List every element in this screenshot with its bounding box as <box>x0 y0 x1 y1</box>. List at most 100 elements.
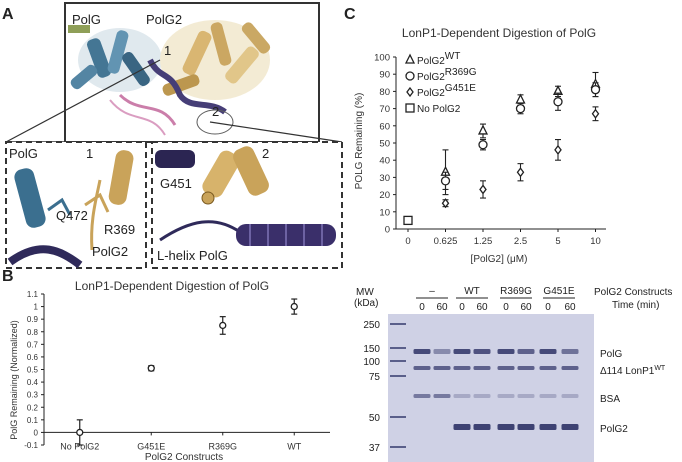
gel-time-labels: 0 60 0 60 0 60 0 60 <box>419 302 576 313</box>
chart-c-point-diamond <box>479 184 487 195</box>
gel-band-polg2 <box>539 424 557 430</box>
gel-band-polg <box>517 349 535 354</box>
legend-label: PolG2WT <box>417 51 460 67</box>
gel-ladder-band <box>390 446 406 448</box>
chart-b-ytick-label: 0 <box>34 428 39 437</box>
chart-b-ytick-label: 0.9 <box>27 315 39 324</box>
gel-band-lonp1 <box>433 366 451 370</box>
chart-c-point-diamond <box>441 198 450 209</box>
chart-c-ytick-label: 100 <box>374 53 390 64</box>
chart-c-ytick-label: 90 <box>379 70 390 81</box>
chart-c-point-circle <box>515 103 526 114</box>
band-label-bsa: BSA <box>600 394 620 405</box>
chart-c-point-square <box>403 215 413 226</box>
chart-b-ylabel: PolG Remaining (Normalized) <box>9 320 19 440</box>
gel-lane-time: 60 <box>436 302 448 313</box>
band-label-lonp1: Δ114 LonP1WT <box>600 365 666 377</box>
gel-band-bsa <box>497 394 515 398</box>
chart-c: LonP1-Dependent Digestion of PolG POLG R… <box>354 26 606 265</box>
gel-group-headers: – WT R369G G451E <box>416 286 575 299</box>
chart-c-ylabel: POLG Remaining (%) <box>354 93 365 190</box>
chart-b-point <box>219 321 227 330</box>
chart-b-xtick-label: G451E <box>137 441 165 451</box>
gel-group-label: G451E <box>543 286 574 297</box>
inset2-label-site: 2 <box>262 146 270 161</box>
gel-ladder-band <box>390 375 406 377</box>
gel-group-label: WT <box>464 286 480 297</box>
gel-band-polg2 <box>497 424 515 430</box>
band-label-polg: PolG <box>600 349 622 360</box>
gel-mw-marker: 50 <box>369 413 381 424</box>
structure-figure <box>5 2 343 269</box>
gel-constructs-label: PolG2 Constructs <box>594 287 673 298</box>
inset2-label-lhelix: L-helix PolG <box>157 248 228 263</box>
gel-band-polg2 <box>473 424 491 430</box>
gel-band-polg <box>539 349 557 354</box>
legend-marker-triangle <box>404 53 416 64</box>
chart-b-ytick-label: 0.1 <box>27 416 39 425</box>
chart-c-marks <box>403 71 601 226</box>
inset1-label-site: 1 <box>86 146 94 161</box>
chart-b-axes: -0.1 0 0.1 0.2 0.3 0.4 0.5 0.6 0.7 0.8 0.9 1 1.1 No P… <box>24 290 330 451</box>
gel-time-label: Time (min) <box>612 300 660 311</box>
gel-lane-time: 60 <box>564 302 576 313</box>
band-label-polg2: PolG2 <box>600 424 628 435</box>
chart-b-xtick-label: WT <box>287 441 301 451</box>
chart-c-ytick-label: 0 <box>385 225 390 236</box>
chart-c-point-circle <box>590 85 601 95</box>
gel-ladder-band <box>390 416 406 418</box>
inset-2-ribbons <box>155 146 336 246</box>
gel-band-lonp1 <box>473 366 491 370</box>
gel-group-label: R369G <box>500 286 532 297</box>
chart-c-ytick-label: 10 <box>379 207 390 218</box>
chart-c-point-triangle <box>515 93 526 104</box>
chart-c-point-diamond <box>516 167 525 178</box>
chart-b-title: LonP1-Dependent Digestion of PolG <box>75 279 269 293</box>
gel-figure: – WT R369G G451E 0 60 0 60 0 60 0 60 250 150 100 75 50… <box>363 286 666 462</box>
chart-c-xtick-label: 5 <box>555 236 560 247</box>
gel-lane-time: 0 <box>545 302 551 313</box>
gel-kda-header: (kDa) <box>354 298 379 309</box>
chart-c-xtick-label: 10 <box>590 236 601 247</box>
gel-mw-marker: 250 <box>363 320 380 331</box>
gel-mw-marker: 75 <box>369 372 381 383</box>
gel-bands <box>413 349 579 430</box>
gel-ladder-band <box>390 323 406 325</box>
overview-ribbons <box>68 20 271 136</box>
legend-marker-square <box>405 103 415 113</box>
gel-ladder-band <box>390 347 406 349</box>
chart-c-xtick-label: 2.5 <box>514 236 527 247</box>
legend-label: No PolG2 <box>417 104 461 115</box>
gel-band-bsa <box>517 394 535 398</box>
chart-b-ytick-label: 0.6 <box>27 353 39 362</box>
chart-c-title: LonP1-Dependent Digestion of PolG <box>402 26 596 40</box>
chart-c-ytick-label: 80 <box>379 87 390 98</box>
gel-band-polg <box>473 349 491 354</box>
chart-b-point <box>147 364 155 372</box>
inset1-label-polg2: PolG2 <box>92 244 129 259</box>
chart-b-xtick-label: R369G <box>208 441 237 451</box>
chart-b-point <box>76 428 84 437</box>
gel-lane-time: 0 <box>503 302 509 313</box>
gel-band-polg2 <box>453 424 471 430</box>
gel-band-lonp1 <box>413 366 431 370</box>
gel-band-polg <box>561 349 579 354</box>
chart-c-ytick-label: 30 <box>379 173 390 184</box>
chart-c-point-triangle <box>477 124 489 135</box>
panel-letter-a: A <box>2 6 14 23</box>
chart-c-ytick-label: 70 <box>379 104 390 115</box>
gel-band-lonp1 <box>497 366 515 370</box>
chart-b-ytick-label: 0.5 <box>27 366 39 375</box>
gel-band-bsa <box>561 394 579 398</box>
gel-band-bsa <box>453 394 471 398</box>
chart-b-ytick-label: 1.1 <box>27 290 39 299</box>
gel-lane-time: 60 <box>476 302 488 313</box>
chart-c-point-diamond <box>554 144 562 155</box>
gel-band-polg <box>413 349 431 354</box>
gel-band-lonp1 <box>453 366 471 370</box>
chart-b-point <box>290 302 298 311</box>
inset2-label-g451: G451 <box>160 176 192 191</box>
chart-b-xlabel: PolG2 Constructs <box>145 452 223 462</box>
chart-c-axes: 0 10 20 30 40 50 60 70 80 90 100 0 0.625 1.25 2.5 5 10 <box>374 53 606 247</box>
gel-group-label: – <box>429 286 435 297</box>
